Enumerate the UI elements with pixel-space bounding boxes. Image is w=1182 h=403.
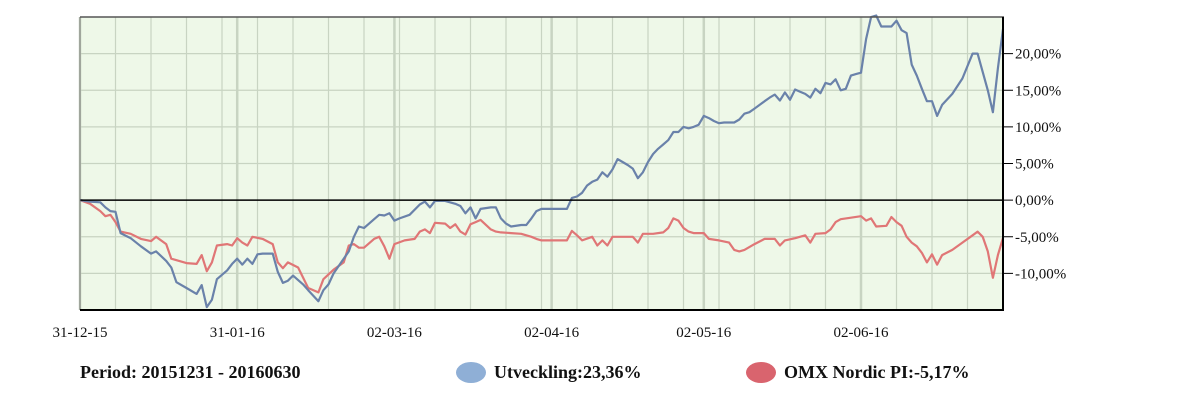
axes	[79, 16, 1013, 311]
series-line-utveckling	[79, 14, 1005, 309]
legend-swatch-omx-nordic-pi	[746, 362, 776, 383]
legend-item-utveckling: Utveckling 23,36%	[456, 362, 642, 383]
x-tick-label: 02-06-16	[834, 325, 889, 341]
y-tick-label: 10,00%	[1015, 120, 1061, 136]
x-tick-label: 02-03-16	[367, 325, 422, 341]
legend-item-omx-nordic-pi: OMX Nordic PI -5,17%	[746, 362, 969, 383]
legend-value: 23,36%	[583, 362, 642, 382]
x-axis-labels: 31-12-15 31-01-16 02-03-16 02-04-16 02-05-16…	[53, 325, 889, 341]
chart-footer: Period: 20151231 - 20160630 Utveckling 2…	[0, 362, 1182, 392]
y-axis-labels: 20,00% 15,00% 10,00% 5,00% 0,00% -5,00% -10,00…	[1015, 47, 1066, 283]
legend-label: OMX Nordic PI	[784, 362, 914, 383]
series-line-omx-nordic-pi	[79, 199, 1005, 294]
y-tick-label: 5,00%	[1015, 157, 1054, 173]
legend-value: -5,17%	[913, 362, 970, 382]
x-tick-label: 31-01-16	[210, 325, 265, 341]
x-tick-label: 02-05-16	[676, 325, 731, 341]
y-tick-label: -10,00%	[1015, 266, 1066, 282]
y-tick-label: 0,00%	[1015, 193, 1054, 209]
performance-chart: 20,00% 15,00% 10,00% 5,00% 0,00% -5,00% -10,00…	[53, 14, 1066, 341]
series-layer	[79, 14, 1005, 309]
y-tick-label: 20,00%	[1015, 47, 1061, 63]
legend-swatch-utveckling	[456, 362, 486, 383]
x-tick-label: 31-12-15	[53, 325, 108, 341]
legend-label: Utveckling	[494, 362, 583, 383]
y-tick-label: 15,00%	[1015, 83, 1061, 99]
x-tick-label: 02-04-16	[524, 325, 579, 341]
y-tick-label: -5,00%	[1015, 230, 1059, 246]
period-text: Period: 20151231 - 20160630	[80, 362, 301, 382]
